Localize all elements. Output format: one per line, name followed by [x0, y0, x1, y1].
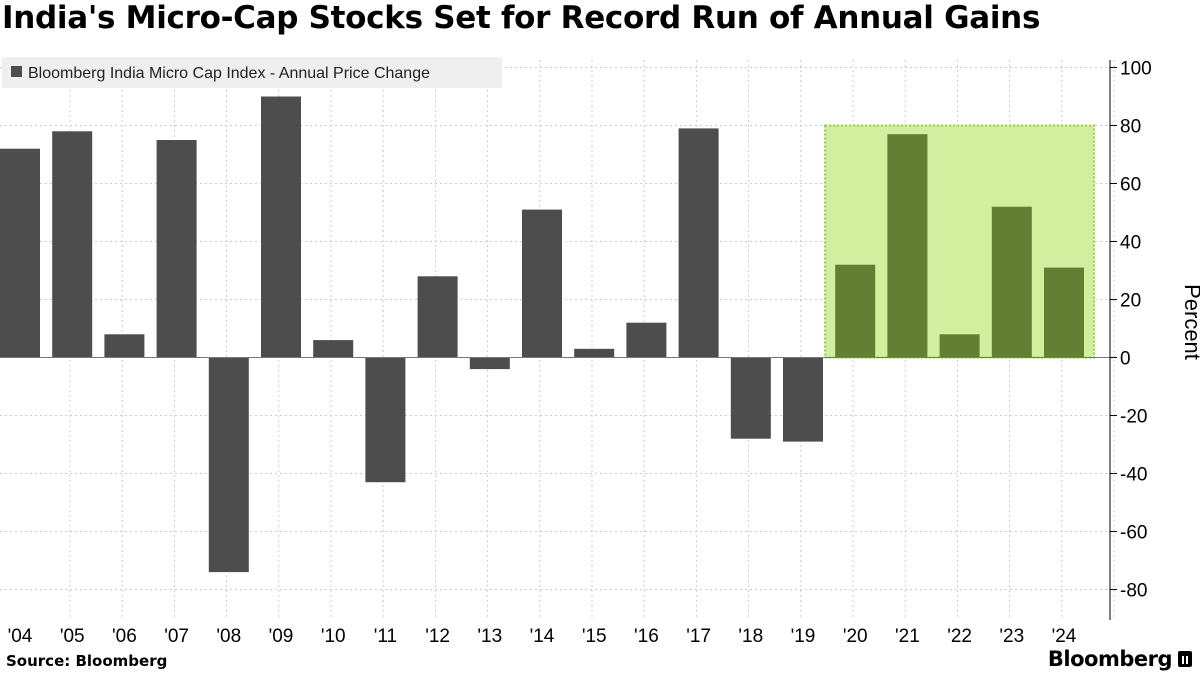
legend-label: Bloomberg India Micro Cap Index - Annual… [28, 65, 430, 82]
x-tick-label: '22 [947, 626, 972, 647]
terminal-icon [1178, 651, 1192, 667]
bloomberg-logo: Bloomberg [1048, 647, 1192, 671]
x-tick-label: '10 [321, 626, 346, 647]
y-tick-label: 60 [1120, 175, 1141, 196]
bar-10 [313, 340, 354, 358]
source-note: Source: Bloomberg [6, 652, 168, 670]
bar-13 [469, 357, 510, 370]
y-tick-label: -80 [1120, 581, 1147, 602]
bar-09 [261, 96, 301, 358]
bar-19 [783, 357, 823, 442]
bar-23 [991, 206, 1032, 358]
x-tick-label: '23 [999, 626, 1024, 647]
bar-22 [939, 334, 980, 358]
y-tick-label: -40 [1120, 465, 1147, 486]
x-tick-label: '04 [8, 626, 33, 647]
x-tick-label: '06 [112, 626, 137, 647]
bar-05 [52, 131, 93, 358]
x-tick-label: '24 [1052, 626, 1077, 647]
bar-08 [208, 357, 249, 573]
y-tick-label: 40 [1120, 233, 1141, 254]
bar-20 [835, 264, 876, 358]
bar-18 [730, 357, 771, 439]
bar-11 [365, 357, 406, 483]
x-tick-label: '17 [686, 626, 711, 647]
y-tick-label: -60 [1120, 523, 1147, 544]
y-tick-label: -20 [1120, 407, 1147, 428]
x-tick-label: '20 [843, 626, 868, 647]
x-tick-label: '12 [425, 626, 450, 647]
x-tick-label: '18 [738, 626, 763, 647]
bar-07 [156, 140, 197, 358]
x-tick-label: '13 [477, 626, 502, 647]
bar-17 [678, 128, 719, 358]
x-tick-label: '09 [269, 626, 294, 647]
x-tick-label: '21 [895, 626, 920, 647]
x-tick-label: '16 [634, 626, 659, 647]
x-tick-label: '19 [791, 626, 816, 647]
legend-swatch [11, 66, 22, 77]
brand-name: Bloomberg [1047, 647, 1173, 671]
x-tick-label: '07 [164, 626, 189, 647]
y-tick-label: 0 [1120, 349, 1131, 370]
y-tick-label: 100 [1120, 59, 1152, 80]
bar-16 [626, 322, 667, 358]
bar-12 [417, 276, 458, 358]
legend-box [2, 57, 502, 88]
chart-title: India's Micro-Cap Stocks Set for Record … [2, 0, 1041, 36]
x-tick-label: '11 [374, 626, 397, 647]
y-axis-title: Percent [1180, 284, 1200, 360]
bar-24 [1044, 267, 1084, 358]
x-tick-label: '05 [60, 626, 85, 647]
y-tick-label: 20 [1120, 291, 1141, 312]
x-tick-label: '14 [530, 626, 555, 647]
bar-06 [104, 334, 145, 358]
y-tick-label: 80 [1120, 117, 1141, 138]
x-tick-label: '15 [582, 626, 607, 647]
bar-14 [522, 209, 562, 358]
x-tick-label: '08 [216, 626, 241, 647]
bar-15 [574, 348, 615, 358]
bar-21 [887, 134, 928, 358]
bar-04 [0, 148, 40, 358]
